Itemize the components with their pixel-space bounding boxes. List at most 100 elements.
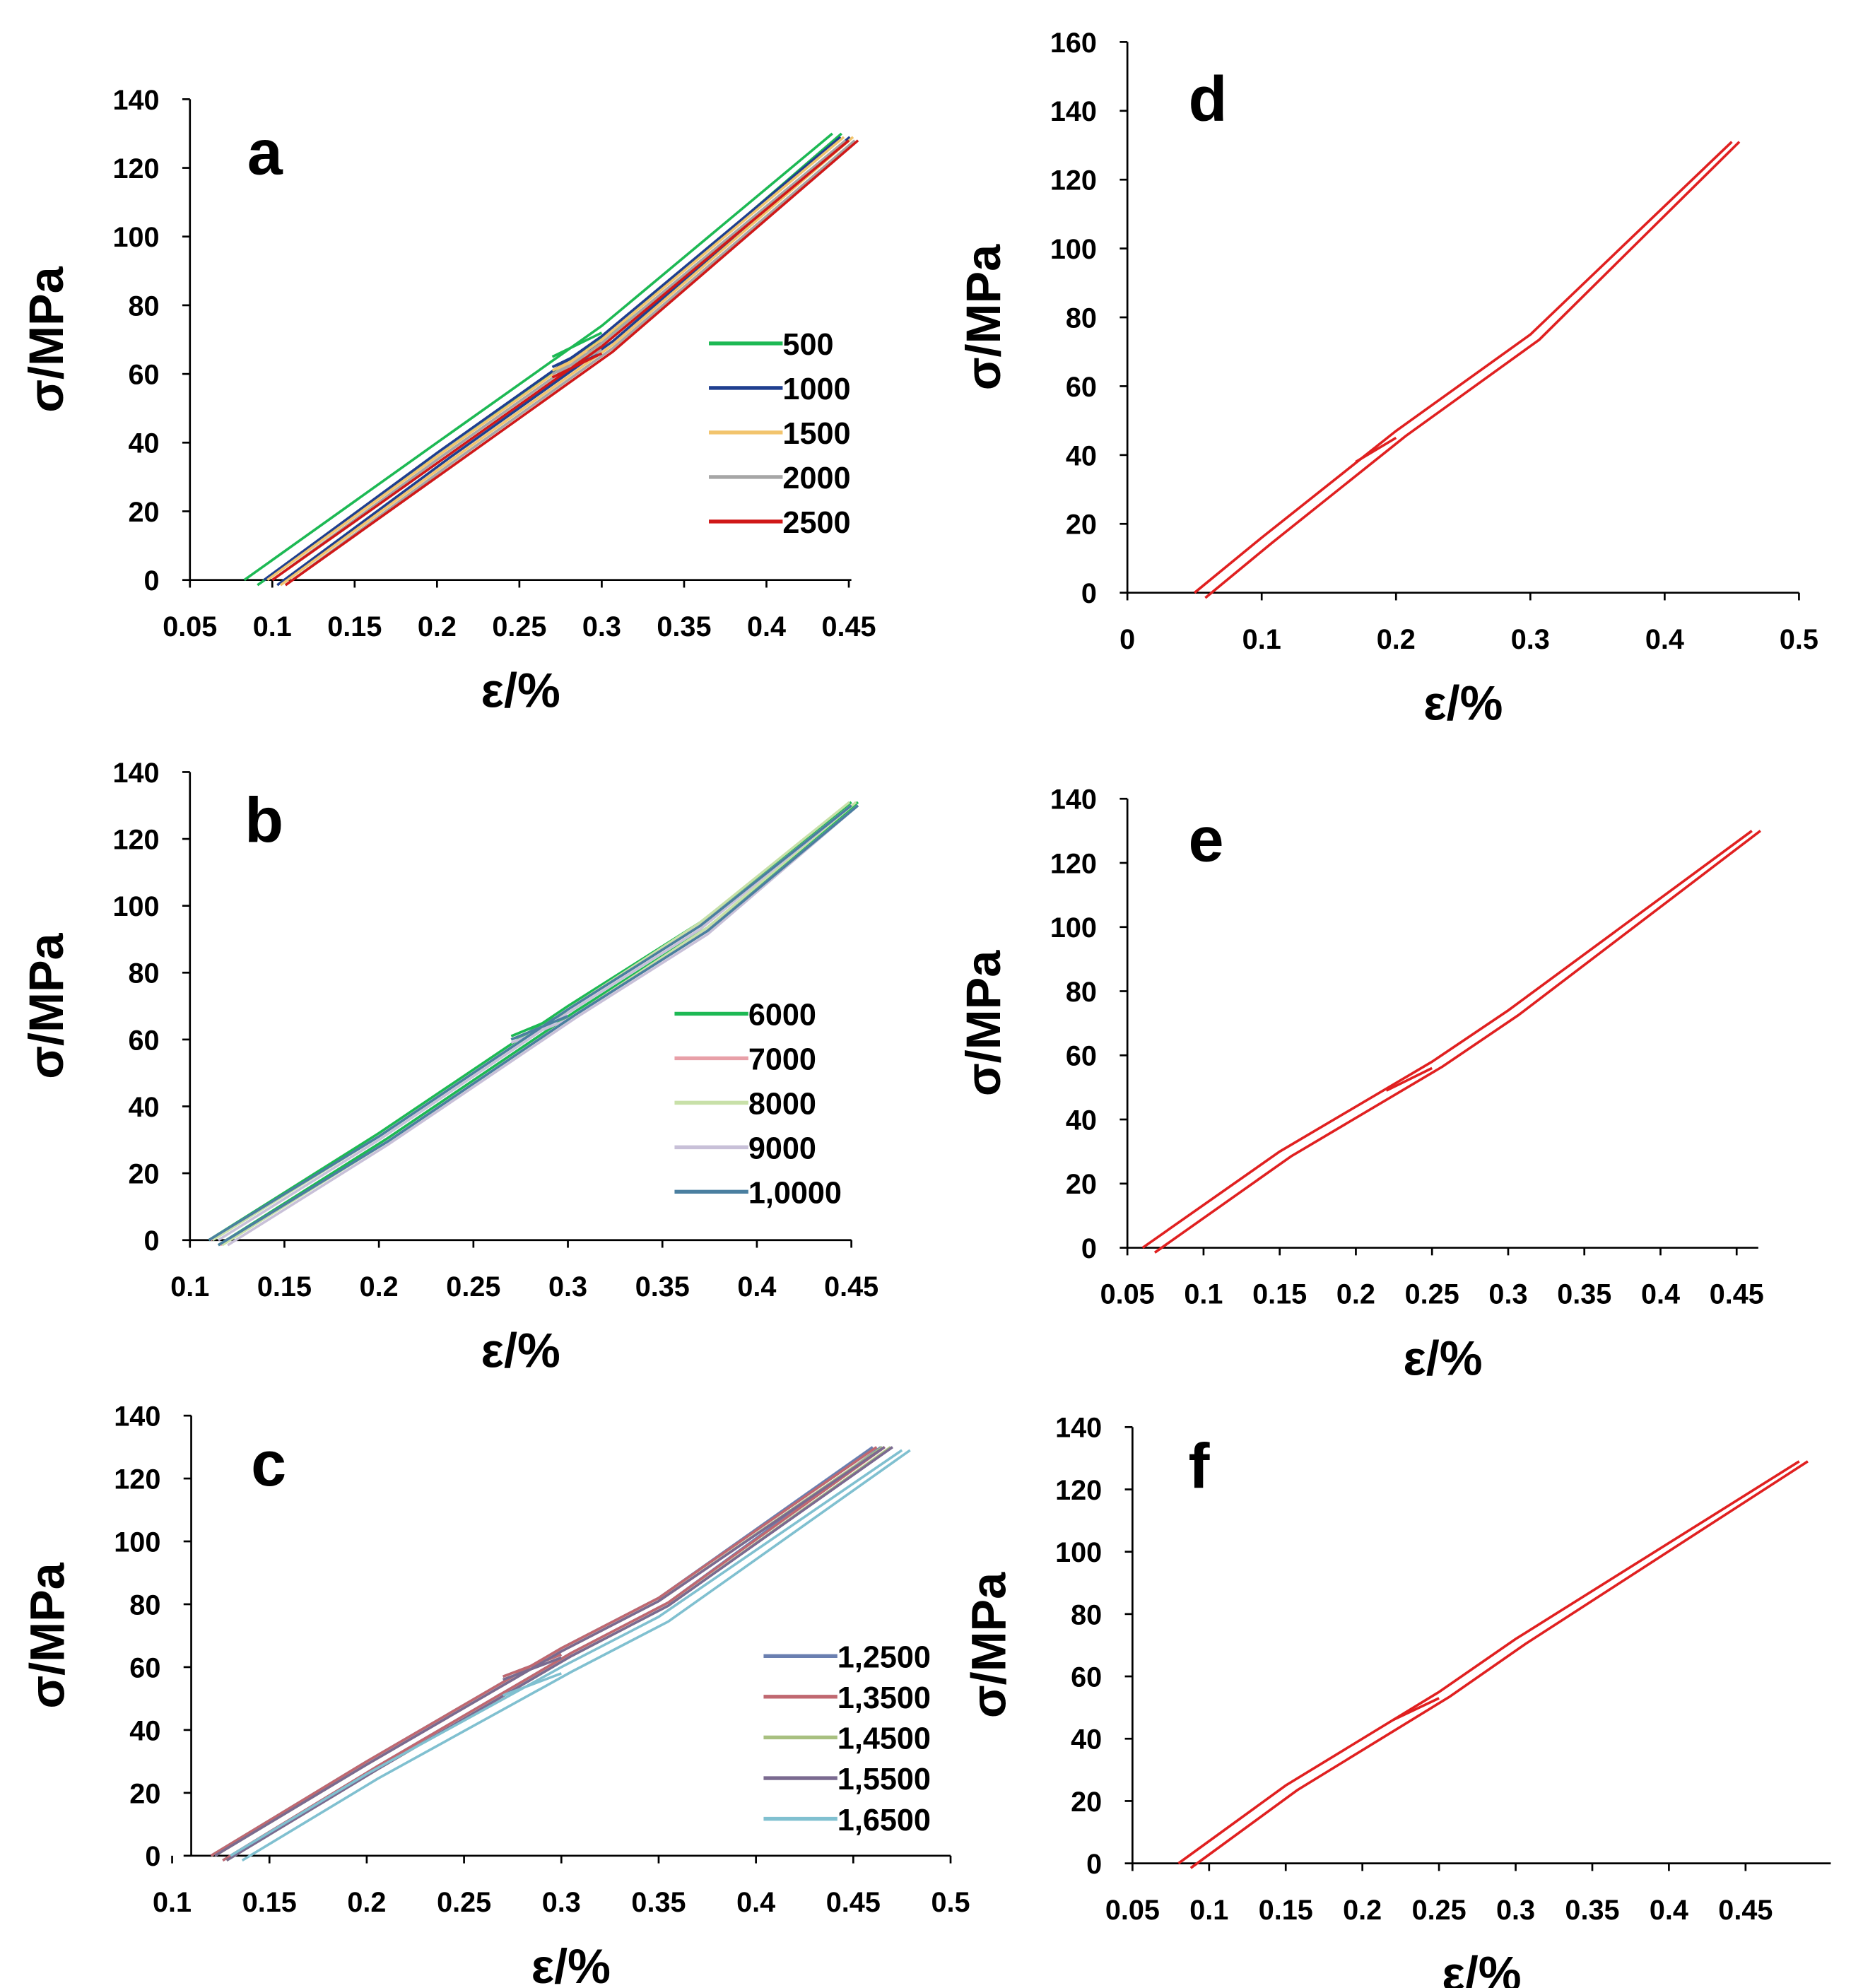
y-tick-label: 40 — [129, 1092, 160, 1123]
x-tick-label: 0.4 — [747, 611, 786, 642]
panel-b: 0.1 0.15 0.2 0.25 0.3 0.35 0.4 0.45 0 20 40 60 80 100… — [20, 758, 878, 1378]
y-tick-label: 60 — [129, 360, 160, 391]
series-break-segment — [510, 1018, 569, 1045]
panel-d: 0 0.1 0.2 0.3 0.4 0.5 0 20 40 60 80 100 120 140 160 ε/%… — [957, 28, 1818, 731]
x-axis-title: ε/% — [481, 1324, 560, 1378]
panel-f: 0.05 0.1 0.15 0.2 0.25 0.3 0.35 0.4 0.45 0 20 40 60 8… — [962, 1413, 1831, 1988]
x-tick-label: 0.45 — [824, 1271, 878, 1302]
x-tick-label: 0.05 — [1105, 1895, 1160, 1926]
y-tick-label: 140 — [1050, 96, 1097, 127]
x-axis-title: ε/% — [481, 664, 560, 718]
x-tick-label: 0.45 — [826, 1887, 881, 1918]
y-tick-label: 100 — [113, 222, 160, 253]
y-tick-label: 40 — [1071, 1724, 1102, 1755]
y-tick-label: 80 — [1066, 302, 1097, 334]
series-unloading-line — [241, 1449, 911, 1862]
y-tick-label: 100 — [114, 1527, 160, 1558]
y-tick-label: 80 — [1066, 977, 1097, 1008]
y-tick-label: 60 — [129, 1652, 160, 1683]
series-unloading-line — [284, 139, 856, 587]
legend-label: 6000 — [748, 999, 816, 1033]
x-tick-label: 0.2 — [347, 1887, 386, 1918]
legend-label: 1,5500 — [838, 1763, 931, 1796]
series-break-segment — [1385, 1066, 1433, 1092]
y-tick-label: 20 — [1066, 1169, 1097, 1200]
y-tick-label: 100 — [1050, 234, 1097, 265]
y-axis-title: σ/MPa — [20, 266, 74, 412]
x-tick-label: 0.2 — [1377, 624, 1416, 655]
y-tick-label: 60 — [129, 1025, 160, 1056]
x-tick-label: 0.3 — [548, 1271, 587, 1302]
series-loading-line — [217, 804, 852, 1242]
x-axis-title: ε/% — [1442, 1948, 1521, 1988]
series-unloading-line — [227, 804, 859, 1247]
series-break-segment — [1392, 1697, 1440, 1722]
x-tick-label: 0.1 — [253, 611, 292, 642]
x-tick-label: 0.3 — [1496, 1895, 1535, 1926]
y-tick-label: 140 — [1050, 784, 1097, 816]
y-tick-label: 40 — [1066, 440, 1097, 471]
y-axis-title: σ/MPa — [20, 932, 74, 1078]
series-loading-line — [263, 136, 842, 582]
x-tick-label: 0.4 — [736, 1887, 775, 1918]
panel-letter: c — [251, 1429, 286, 1500]
legend-label: 8000 — [748, 1088, 816, 1122]
panel-letter: f — [1189, 1432, 1211, 1502]
y-tick-label: 140 — [114, 1401, 160, 1433]
x-axis-title: ε/% — [1423, 677, 1503, 731]
x-tick-label: 0.3 — [582, 611, 621, 642]
y-tick-label: 80 — [129, 958, 160, 989]
x-tick-label: 0.25 — [492, 611, 546, 642]
y-axis-title: σ/MPa — [957, 950, 1011, 1096]
y-tick-label: 60 — [1071, 1661, 1102, 1693]
y-tick-label: 60 — [1066, 1041, 1097, 1072]
series-loading-line — [210, 1446, 878, 1857]
y-tick-label: 40 — [1066, 1105, 1097, 1136]
series-break-segment — [510, 1015, 569, 1041]
y-tick-label: 20 — [129, 1159, 160, 1190]
y-axis-title: σ/MPa — [21, 1562, 75, 1708]
y-tick-label: 0 — [1081, 578, 1097, 609]
series-unloading-line — [217, 804, 859, 1247]
legend-label: 1,2500 — [838, 1640, 931, 1674]
legend-label: 1,3500 — [838, 1681, 931, 1715]
y-tick-label: 20 — [1066, 510, 1097, 541]
y-tick-label: 40 — [129, 1715, 160, 1746]
x-tick-label: 0.45 — [1718, 1895, 1773, 1926]
series-loading-line — [243, 132, 833, 582]
legend-label: 1000 — [782, 372, 850, 406]
series-loading-line — [208, 804, 852, 1242]
y-tick-label: 0 — [145, 1841, 160, 1872]
x-tick-label: 0.5 — [931, 1887, 970, 1918]
y-tick-label: 80 — [1071, 1599, 1102, 1630]
x-tick-label: 0.45 — [822, 611, 876, 642]
y-tick-label: 100 — [113, 891, 160, 922]
series-loading-line — [271, 139, 850, 582]
panel-e: 0.05 0.1 0.15 0.2 0.25 0.3 0.35 0.4 0.45 0 20 40 60 8… — [957, 784, 1764, 1386]
legend-label: 2500 — [782, 506, 850, 540]
legend-label: 9000 — [748, 1132, 816, 1166]
x-tick-label: 0 — [1119, 624, 1135, 655]
y-tick-label: 20 — [1071, 1787, 1102, 1818]
x-tick-label: 0.45 — [1710, 1279, 1764, 1310]
x-tick-label: 0.25 — [1412, 1895, 1467, 1926]
series-break-segment — [551, 348, 603, 375]
y-tick-label: 20 — [129, 497, 160, 528]
series-unloading-line — [279, 136, 854, 587]
y-axis-title: σ/MPa — [962, 1572, 1016, 1718]
series-break-segment — [503, 1672, 562, 1697]
legend-label: 2000 — [782, 461, 850, 495]
x-tick-label: 0.4 — [737, 1271, 776, 1302]
y-tick-label: 0 — [1081, 1233, 1097, 1264]
x-tick-label: 0.4 — [1650, 1895, 1688, 1926]
y-axis-title: σ/MPa — [957, 244, 1011, 390]
x-tick-label: 0.4 — [1641, 1279, 1680, 1310]
series-break-segment — [551, 341, 603, 369]
y-tick-label: 20 — [129, 1778, 160, 1809]
y-tick-label: 100 — [1055, 1537, 1102, 1568]
y-tick-label: 120 — [113, 824, 160, 855]
series-unloading-line — [1189, 1460, 1809, 1869]
x-tick-label: 0.1 — [1189, 1895, 1228, 1926]
y-tick-label: 80 — [129, 1589, 160, 1621]
